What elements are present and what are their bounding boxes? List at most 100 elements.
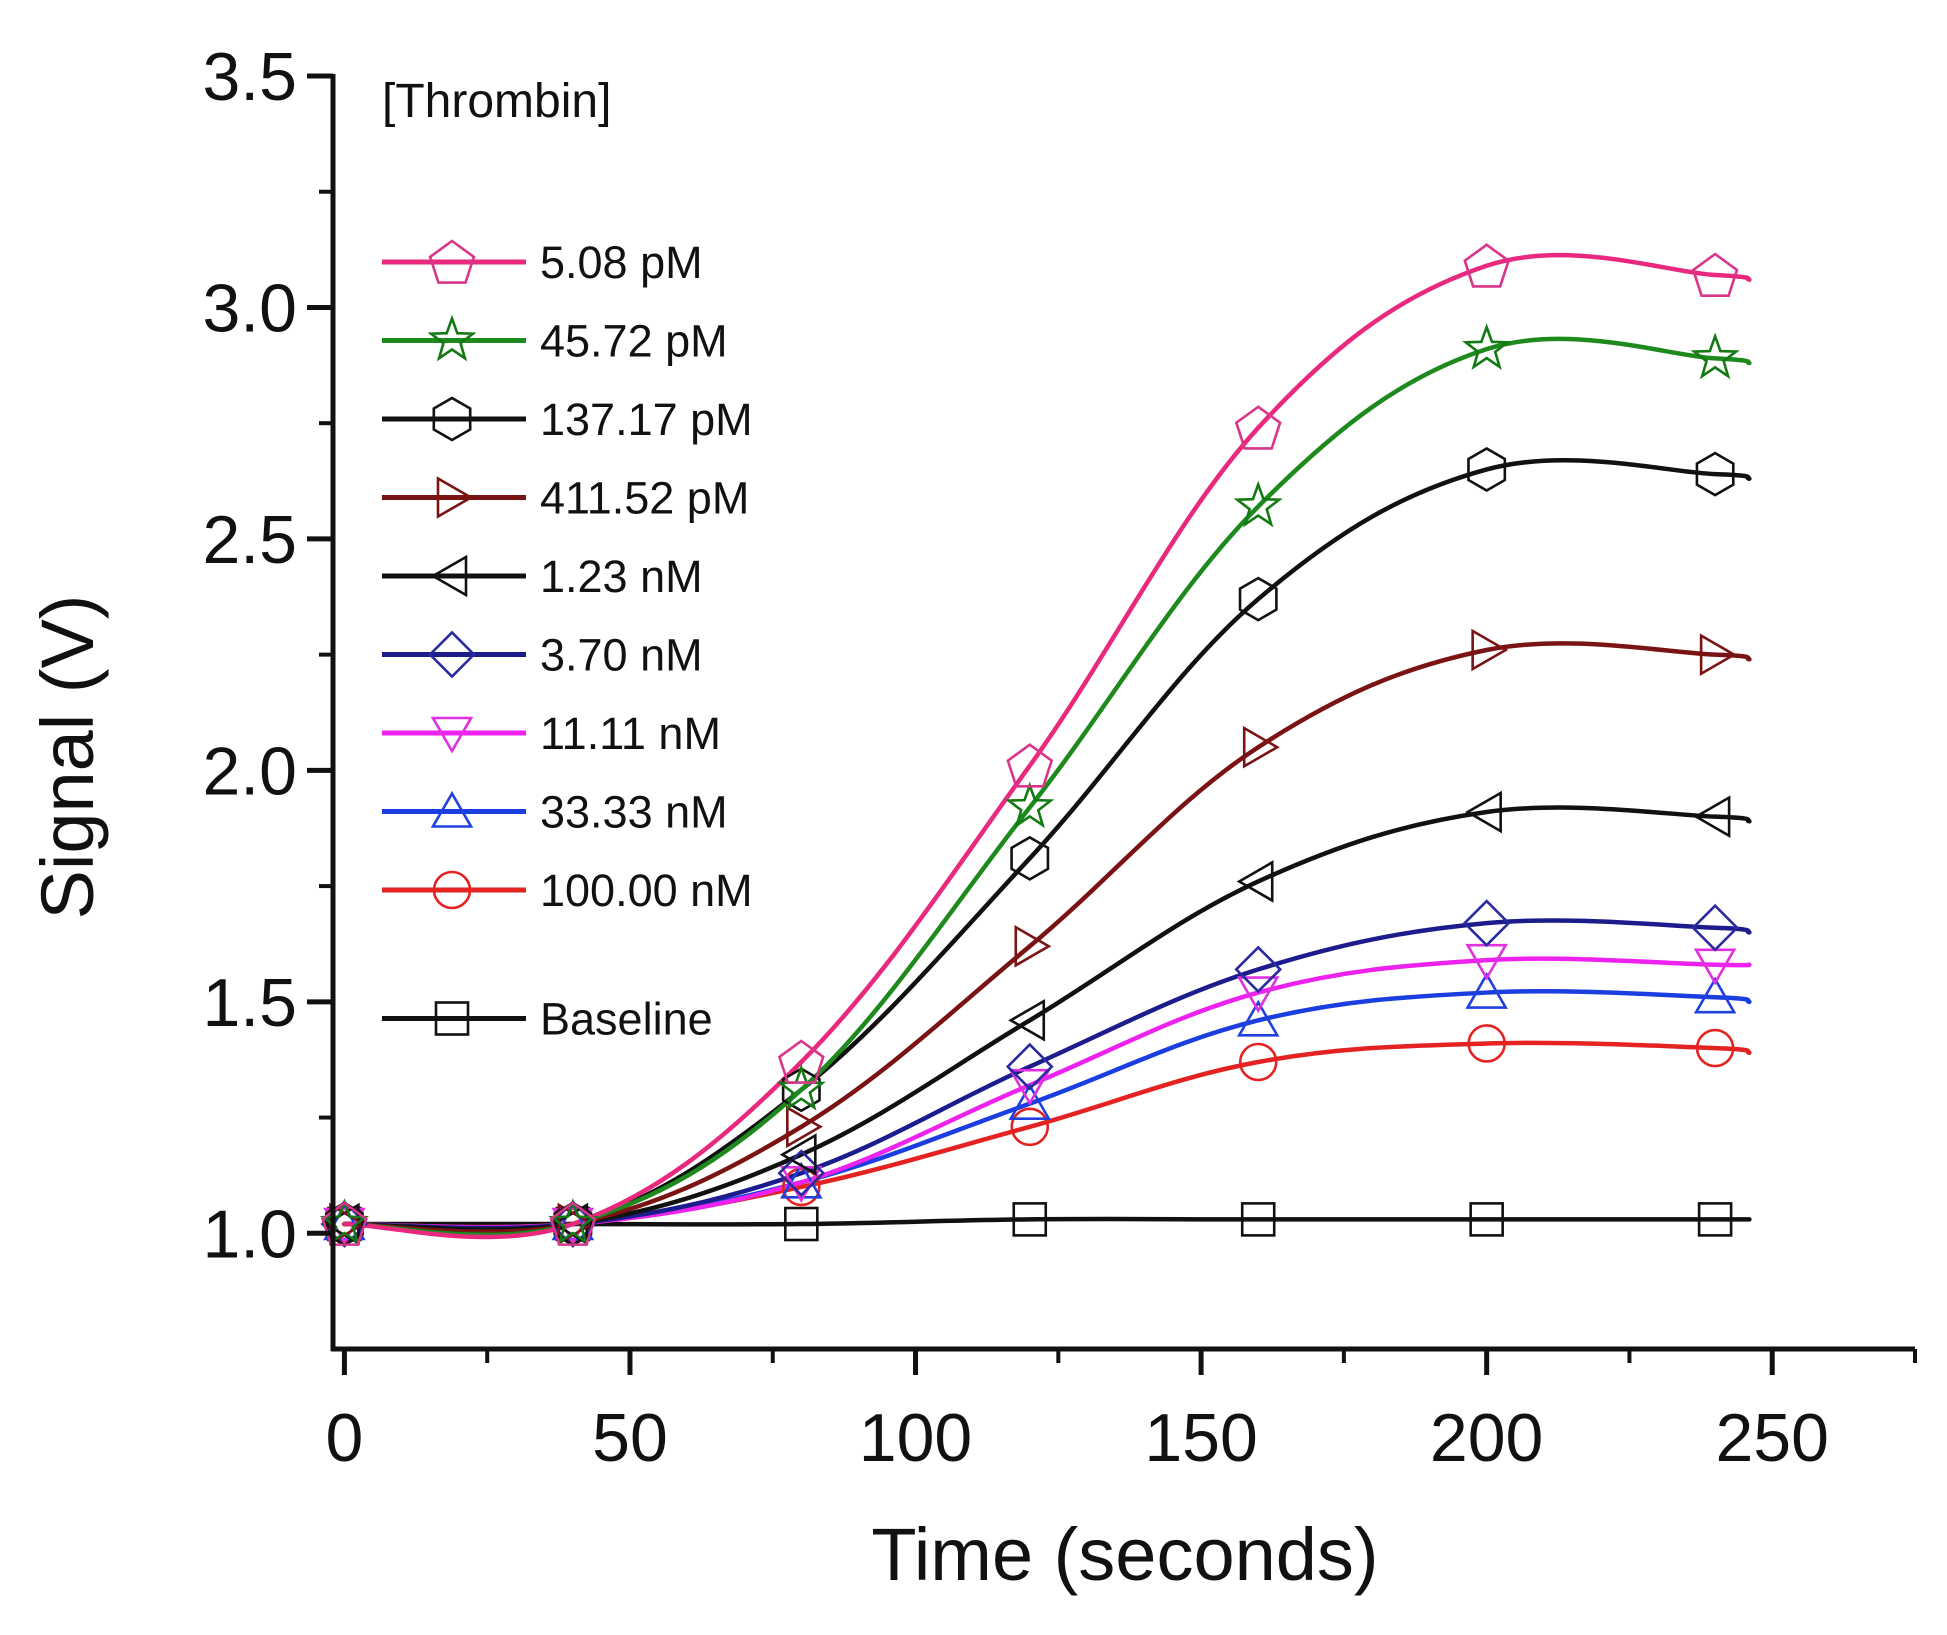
data-point-411-52-pm [1471,628,1509,672]
data-point-137-17-pm [1467,446,1507,492]
legend-item-3-70-nm: 3.70 nM [382,630,703,681]
y-tick-label: 1.5 [202,965,297,1041]
data-point-baseline [1697,1202,1733,1237]
data-point-11-11-nm [1236,976,1280,1014]
data-point-45-72-pm [776,1063,826,1111]
data-point-33-33-nm [780,1161,823,1199]
legend-item-33-33-nm: 33.33 nM [382,787,728,838]
legend-marker-circle [432,870,472,910]
x-ticks: 0 50 100 150 200 250 [326,1349,1917,1476]
data-point-33-33-nm [1693,976,1737,1014]
legend-item-411-52-pm: 411.52 pM [382,473,749,524]
legend-label: 3.70 nM [540,630,703,681]
legend-label: 411.52 pM [540,473,749,524]
legend-item-baseline: Baseline [382,994,713,1045]
legend-marker-pentagon [428,239,476,284]
data-point-1-23-nm [1236,860,1274,903]
y-ticks: 1.0 1.5 2.0 2.5 3.0 3.5 [202,39,333,1272]
data-point-33-33-nm [1008,1083,1052,1120]
data-point-1-23-nm [1008,999,1046,1042]
data-point-3-70-nm [777,1149,826,1197]
y-tick-label: 1.0 [202,1196,297,1272]
data-point-5-08-pm [1691,252,1739,297]
data-point-1-23-nm [779,1133,817,1176]
data-point-1-23-nm [1693,795,1731,838]
data-point-45-72-pm [548,1198,598,1245]
legend: [Thrombin] 5.08 pM 45.72 pM 137.17 pM 411.5… [382,75,753,1045]
data-point-411-52-pm [786,1105,823,1149]
data-point-5-08-pm [1463,243,1511,288]
legend-label: Baseline [540,994,713,1045]
data-point-137-17-pm [1695,451,1735,497]
legend-label: 137.17 pM [540,394,753,445]
data-point-45-72-pm [1005,781,1055,829]
series-markers [319,243,1740,1248]
legend-items: 5.08 pM 45.72 pM 137.17 pM 411.52 pM 1.23 nM… [382,237,753,1045]
legend-marker-diamond [428,630,476,679]
legend-item-1-23-nm: 1.23 nM [382,551,703,602]
x-tick-label: 100 [859,1400,972,1476]
legend-label: 100.00 nM [540,865,753,916]
data-point-137-17-pm [781,1067,821,1113]
x-tick-label: 50 [592,1400,668,1476]
x-tick-label: 0 [326,1400,364,1476]
y-tick-label: 2.0 [202,733,297,809]
data-point-100-00-nm [1010,1107,1050,1147]
data-point-baseline [1469,1202,1504,1237]
legend-marker-triangle-up [430,790,474,828]
legend-item-11-11-nm: 11.11 nM [382,708,721,759]
data-point-45-72-pm [1690,332,1740,380]
series-line-45-72-pm [342,336,1752,1237]
data-point-11-11-nm [1008,1068,1052,1106]
data-point-100-00-nm [1695,1028,1735,1068]
data-point-411-52-pm [1699,633,1737,676]
y-tick-label: 3.0 [202,270,297,346]
data-point-100-00-nm [1238,1042,1278,1082]
data-point-3-70-nm [1005,1042,1054,1091]
data-point-1-23-nm [1465,790,1502,834]
legend-label: 45.72 pM [540,316,728,367]
legend-item-45-72-pm: 45.72 pM [382,314,728,367]
legend-item-100-00-nm: 100.00 nM [382,865,753,916]
data-point-3-70-nm [1462,899,1511,947]
y-tick-label: 2.5 [202,502,297,578]
series-line-5-08-pm [342,253,1752,1240]
x-tick-label: 200 [1430,1400,1543,1476]
data-point-33-33-nm [1236,999,1280,1037]
data-point-100-00-nm [1467,1024,1506,1063]
data-point-5-08-pm [549,1201,597,1246]
x-tick-label: 250 [1715,1400,1828,1476]
legend-marker-triangle-right [436,476,474,519]
legend-marker-triangle-left [430,554,468,598]
data-point-5-08-pm [1006,743,1054,788]
data-point-411-52-pm [1242,725,1280,769]
data-point-5-08-pm [777,1039,825,1084]
legend-label: 5.08 pM [540,237,703,288]
data-point-baseline [784,1206,819,1242]
x-tick-label: 150 [1144,1400,1257,1476]
axes: 1.0 1.5 2.0 2.5 3.0 3.5 0 50 100 150 200 250 [202,39,1917,1476]
data-point-5-08-pm [1234,405,1282,450]
data-point-45-72-pm [1462,323,1512,371]
legend-marker-triangle-down [430,716,474,754]
data-point-3-70-nm [1691,903,1739,952]
y-axis-title: Signal (V) [26,595,109,920]
data-point-137-17-pm [1238,576,1278,622]
data-point-baseline [1240,1202,1276,1237]
legend-marker-square [434,1001,470,1036]
data-point-137-17-pm [1010,835,1050,881]
legend-label: 11.11 nM [540,708,721,759]
legend-item-137-17-pm: 137.17 pM [382,394,753,445]
y-tick-label: 3.5 [202,39,297,115]
data-point-33-33-nm [551,1203,595,1241]
data-point-45-72-pm [319,1198,370,1245]
data-point-45-72-pm [1233,480,1283,528]
legend-title: [Thrombin] [382,75,611,128]
data-point-baseline [1012,1202,1048,1237]
data-point-100-00-nm [782,1167,821,1207]
x-axis-title: Time (seconds) [871,1513,1378,1596]
legend-marker-hexagon [432,396,472,442]
data-point-33-33-nm [1465,971,1508,1009]
legend-marker-star [427,314,477,362]
